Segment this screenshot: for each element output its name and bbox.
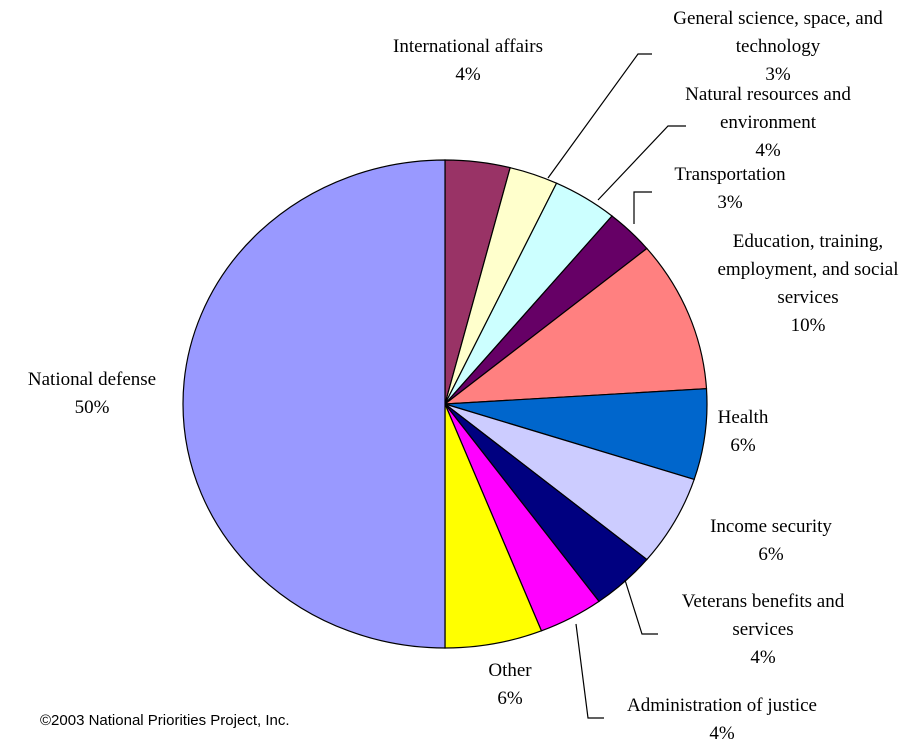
- slice-label-natural-resources-and-environment: Natural resources and environment 4%: [685, 84, 851, 161]
- slice-label-other: Other 6%: [488, 660, 532, 709]
- slice-label-international-affairs: International affairs 4%: [393, 36, 543, 85]
- slice-label-administration-of-justice: Administration of justice 4%: [627, 695, 817, 744]
- slice-label-national-defense: National defense 50%: [28, 369, 156, 418]
- leader-line-veterans-benefits-and-services: [624, 579, 658, 635]
- leader-line-administration-of-justice: [575, 623, 604, 719]
- slice-label-income-security: Income security 6%: [710, 516, 832, 565]
- pie-slice-education-training-employment-and-social-services: [443, 247, 708, 405]
- copyright-notice: ©2003 National Priorities Project, Inc.: [40, 712, 290, 729]
- leader-line-natural-resources-and-environment: [597, 125, 686, 201]
- slice-label-veterans-benefits-and-services: Veterans benefits and services 4%: [682, 591, 845, 668]
- leader-line-general-science-space-and-technology: [547, 53, 652, 179]
- slice-label-general-science-space-and-technology: General science, space, and technology 3%: [673, 8, 883, 85]
- slice-label-health: Health 6%: [718, 407, 769, 456]
- slice-label-transportation: Transportation 3%: [674, 164, 786, 213]
- pie-slice-national-defense: [182, 159, 446, 649]
- leader-line-transportation: [633, 191, 652, 224]
- slice-label-education-training-employment-and-social-services: Education, training, employment, and soci…: [718, 231, 899, 336]
